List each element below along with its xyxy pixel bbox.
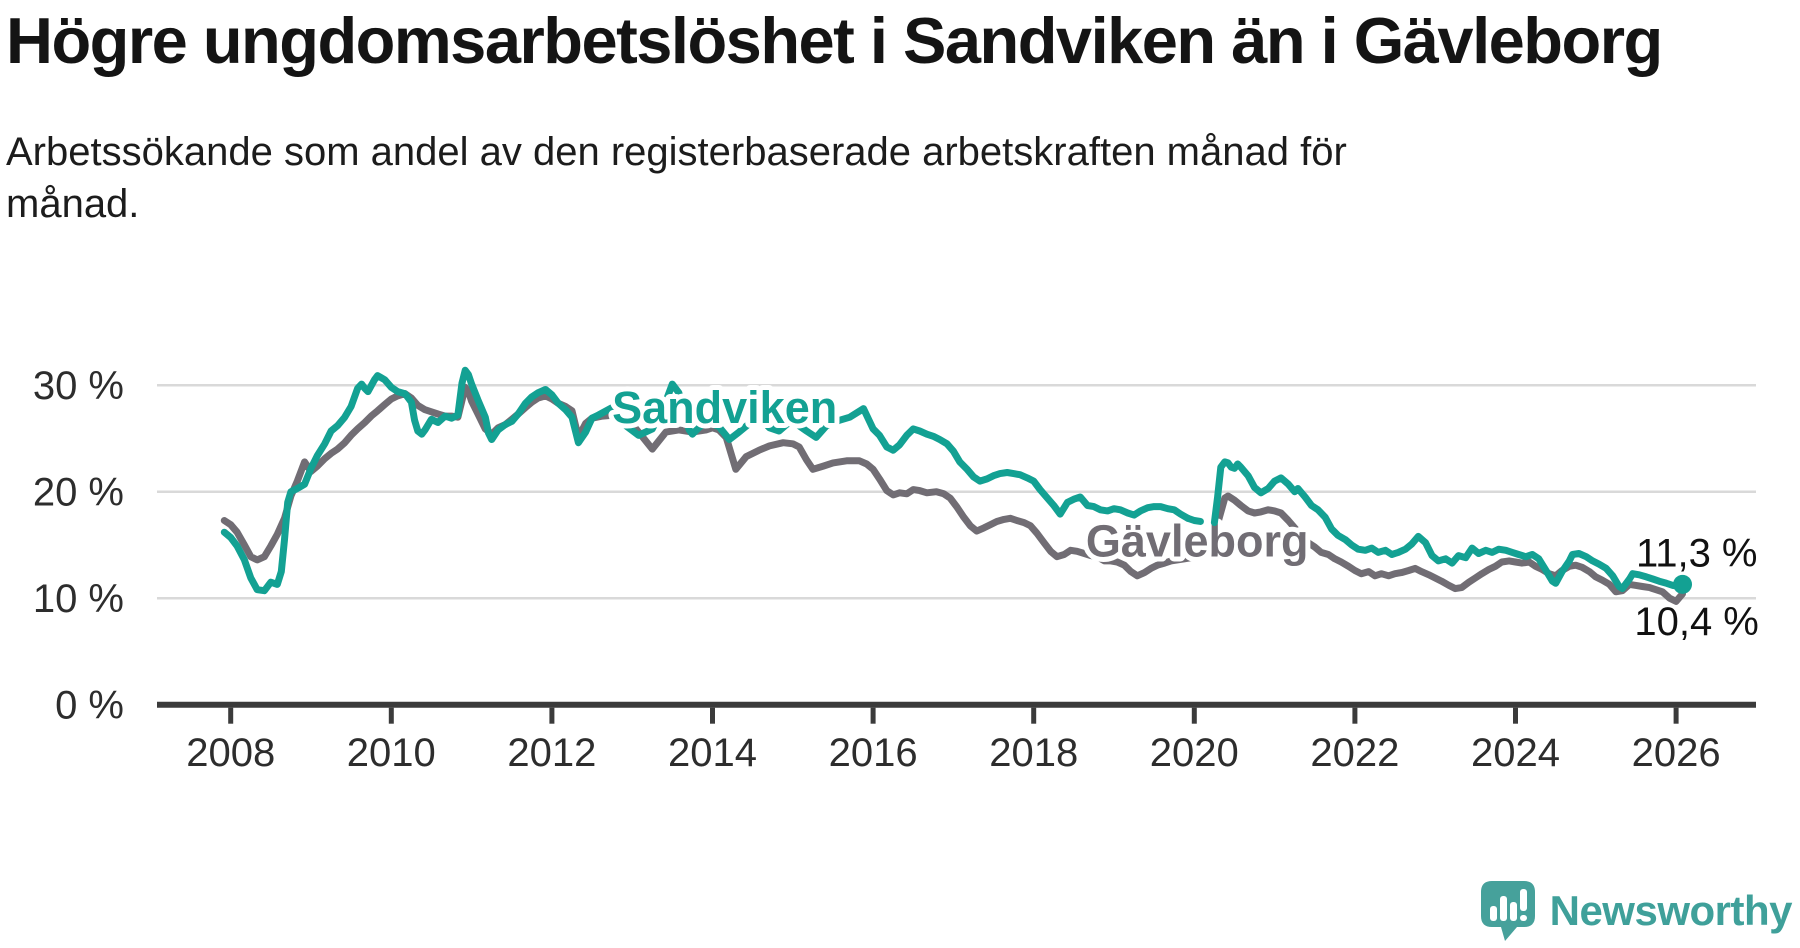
chart-subtitle: Arbetssökande som andel av den registerb…: [6, 126, 1506, 230]
x-axis-label-2018: 2018: [989, 731, 1078, 775]
x-axis-label-2022: 2022: [1310, 731, 1399, 775]
page-title: Högre ungdomsarbetslöshet i Sandviken än…: [6, 4, 1663, 77]
y-axis-label-0: 0 %: [55, 684, 124, 728]
y-axis-label-30: 30 %: [33, 364, 124, 408]
subtitle-line-1: Arbetssökande som andel av den registerb…: [6, 130, 1347, 174]
subtitle-line-2: månad.: [6, 182, 140, 226]
x-axis-label-2012: 2012: [507, 731, 596, 775]
newsworthy-logo-text: Newsworthy: [1549, 887, 1793, 934]
x-axis-label-2010: 2010: [347, 731, 436, 775]
x-axis-label-2020: 2020: [1150, 731, 1239, 775]
sandviken-line-segment-2: [1210, 458, 1686, 593]
logo-bar-3: [1509, 902, 1517, 921]
series-label-sandviken: Sandviken: [612, 382, 837, 433]
end-value-label-0: 11,3 %: [1636, 531, 1758, 575]
logo-exclamation-bar: [1519, 889, 1527, 911]
y-axis-label-20: 20 %: [33, 471, 124, 515]
end-value-label-1: 10,4 %: [1634, 600, 1759, 644]
sandviken-line-segment-0: [220, 366, 1192, 595]
series-label-gvleborg: Gävleborg: [1086, 516, 1309, 567]
x-axis-label-2016: 2016: [829, 731, 918, 775]
logo-exclamation-dot: [1519, 915, 1527, 921]
newsworthy-logo-icon: [1480, 881, 1535, 941]
sandviken-end-dot: [1673, 574, 1693, 594]
x-axis-label-2026: 2026: [1632, 731, 1721, 775]
sandviken-line-segment-1: [1184, 514, 1218, 528]
logo-bar-2: [1499, 896, 1507, 921]
x-axis-label-2014: 2014: [668, 731, 757, 775]
logo-bar-1: [1489, 906, 1497, 921]
y-axis-label-10: 10 %: [33, 577, 124, 621]
logo-bubble-shape: [1480, 881, 1535, 941]
newsworthy-logo: Newsworthy: [1480, 880, 1793, 942]
x-axis-label-2008: 2008: [186, 731, 275, 775]
x-axis-label-2024: 2024: [1471, 731, 1560, 775]
